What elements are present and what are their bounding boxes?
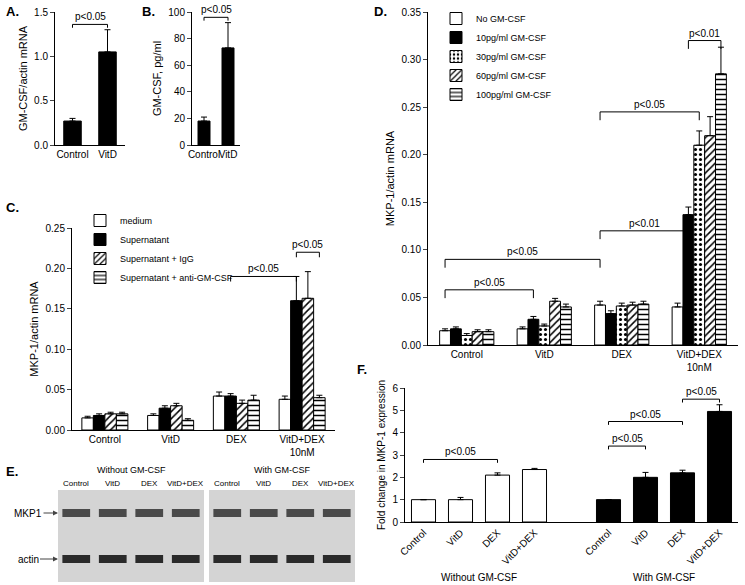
svg-text:D.: D. <box>374 4 387 19</box>
svg-text:Supernatant + anti-GM-CSF: Supernatant + anti-GM-CSF <box>120 273 233 283</box>
svg-text:Supernatant: Supernatant <box>120 235 170 245</box>
svg-text:1: 1 <box>392 494 398 505</box>
svg-text:80: 80 <box>174 33 186 44</box>
svg-text:p<0.01: p<0.01 <box>689 28 720 39</box>
svg-text:DEX: DEX <box>480 527 503 550</box>
svg-text:2: 2 <box>392 472 398 483</box>
svg-text:0.35: 0.35 <box>402 7 422 18</box>
svg-text:VitD+DEX: VitD+DEX <box>500 527 540 567</box>
svg-text:VitD: VitD <box>535 349 554 360</box>
svg-text:p<0.05: p<0.05 <box>507 246 538 257</box>
svg-text:0.10: 0.10 <box>402 244 422 255</box>
svg-text:p<0.05: p<0.05 <box>612 433 643 444</box>
svg-text:p<0.05: p<0.05 <box>248 263 279 274</box>
svg-text:0.30: 0.30 <box>402 54 422 65</box>
svg-text:Control: Control <box>56 149 88 160</box>
svg-text:VitD: VitD <box>161 434 180 445</box>
svg-text:1.0: 1.0 <box>34 51 48 62</box>
svg-text:60: 60 <box>174 60 186 71</box>
svg-text:Control: Control <box>583 527 614 558</box>
svg-text:VitD+DEX10nM: VitD+DEX10nM <box>677 349 722 373</box>
svg-text:0: 0 <box>179 140 185 151</box>
svg-text:0.20: 0.20 <box>46 263 66 274</box>
svg-text:No GM-CSF: No GM-CSF <box>476 14 526 24</box>
svg-text:0.05: 0.05 <box>402 292 422 303</box>
svg-text:0.20: 0.20 <box>402 149 422 160</box>
svg-text:MKP1: MKP1 <box>14 508 42 519</box>
svg-text:p<0.05: p<0.05 <box>292 239 323 250</box>
svg-text:VitD+DEX: VitD+DEX <box>167 479 204 488</box>
svg-text:0.00: 0.00 <box>46 425 66 436</box>
svg-text:VitD+DEX: VitD+DEX <box>685 527 725 567</box>
svg-text:Control: Control <box>89 434 121 445</box>
svg-text:GM-CSF, pg/ml: GM-CSF, pg/ml <box>151 41 163 116</box>
svg-text:F.: F. <box>357 362 367 377</box>
svg-text:VitD: VitD <box>219 149 238 160</box>
svg-text:MKP-1/actin mRNA: MKP-1/actin mRNA <box>28 281 40 377</box>
svg-text:p<0.01: p<0.01 <box>629 218 660 229</box>
svg-text:C.: C. <box>6 200 19 215</box>
svg-text:p<0.05: p<0.05 <box>445 446 476 457</box>
svg-text:p<0.05: p<0.05 <box>634 99 665 110</box>
svg-text:VitD+DEX10nM: VitD+DEX10nM <box>280 434 325 458</box>
svg-text:0.15: 0.15 <box>46 303 66 314</box>
svg-text:p<0.05: p<0.05 <box>630 409 661 420</box>
svg-text:40: 40 <box>174 86 186 97</box>
svg-text:0.15: 0.15 <box>402 197 422 208</box>
svg-text:GM-CSF/actin mRNA: GM-CSF/actin mRNA <box>17 25 29 131</box>
svg-text:Control: Control <box>214 479 240 488</box>
svg-text:10pg/ml GM-CSF: 10pg/ml GM-CSF <box>476 33 547 43</box>
svg-text:20: 20 <box>174 113 186 124</box>
svg-text:0.25: 0.25 <box>46 223 66 234</box>
svg-text:Control: Control <box>451 349 483 360</box>
svg-text:p<0.05: p<0.05 <box>686 386 717 397</box>
svg-text:0.10: 0.10 <box>46 344 66 355</box>
svg-text:DEX: DEX <box>611 349 632 360</box>
svg-text:With GM-CSF: With GM-CSF <box>254 465 310 475</box>
svg-text:VitD: VitD <box>105 479 120 488</box>
svg-text:0: 0 <box>392 517 398 528</box>
svg-text:Control: Control <box>398 527 429 558</box>
svg-text:Control: Control <box>63 479 89 488</box>
svg-text:Fold change in MKP-1 expressio: Fold change in MKP-1 expression <box>376 380 387 530</box>
svg-text:VitD+DEX: VitD+DEX <box>318 479 355 488</box>
svg-text:B.: B. <box>142 4 155 19</box>
svg-text:DEX: DEX <box>141 479 158 488</box>
svg-text:VitD: VitD <box>256 479 271 488</box>
svg-text:MKP-1/actin mRNA: MKP-1/actin mRNA <box>384 130 396 226</box>
svg-text:VitD: VitD <box>98 149 117 160</box>
svg-text:VitD: VitD <box>629 527 650 548</box>
svg-text:A.: A. <box>6 4 19 19</box>
svg-text:3: 3 <box>392 450 398 461</box>
svg-text:p<0.05: p<0.05 <box>474 277 505 288</box>
svg-text:DEX: DEX <box>665 527 688 550</box>
svg-text:4: 4 <box>392 427 398 438</box>
svg-text:0.5: 0.5 <box>34 95 48 106</box>
svg-text:medium: medium <box>120 216 152 226</box>
svg-text:1.5: 1.5 <box>34 7 48 18</box>
svg-text:0.0: 0.0 <box>34 140 48 151</box>
svg-text:Without GM-CSF: Without GM-CSF <box>441 572 517 583</box>
svg-text:E.: E. <box>6 464 18 479</box>
svg-text:With GM-CSF: With GM-CSF <box>633 572 695 583</box>
svg-text:0.05: 0.05 <box>46 384 66 395</box>
svg-text:0.00: 0.00 <box>402 340 422 351</box>
svg-text:Without GM-CSF: Without GM-CSF <box>97 465 166 475</box>
svg-text:60pg/ml GM-CSF: 60pg/ml GM-CSF <box>476 71 547 81</box>
svg-text:Control: Control <box>188 149 220 160</box>
svg-text:6: 6 <box>392 383 398 394</box>
svg-text:0.25: 0.25 <box>402 102 422 113</box>
svg-text:30pg/ml GM-CSF: 30pg/ml GM-CSF <box>476 52 547 62</box>
svg-text:100pg/ml GM-CSF: 100pg/ml GM-CSF <box>476 90 552 100</box>
svg-text:100: 100 <box>168 7 185 18</box>
svg-text:p<0.05: p<0.05 <box>75 11 106 22</box>
svg-text:actin: actin <box>18 554 39 565</box>
svg-text:Supernatant + IgG: Supernatant + IgG <box>120 254 194 264</box>
svg-text:DEX: DEX <box>292 479 309 488</box>
svg-text:VitD: VitD <box>444 527 465 548</box>
svg-text:DEX: DEX <box>226 434 247 445</box>
svg-text:5: 5 <box>392 405 398 416</box>
svg-text:p<0.05: p<0.05 <box>201 4 232 15</box>
